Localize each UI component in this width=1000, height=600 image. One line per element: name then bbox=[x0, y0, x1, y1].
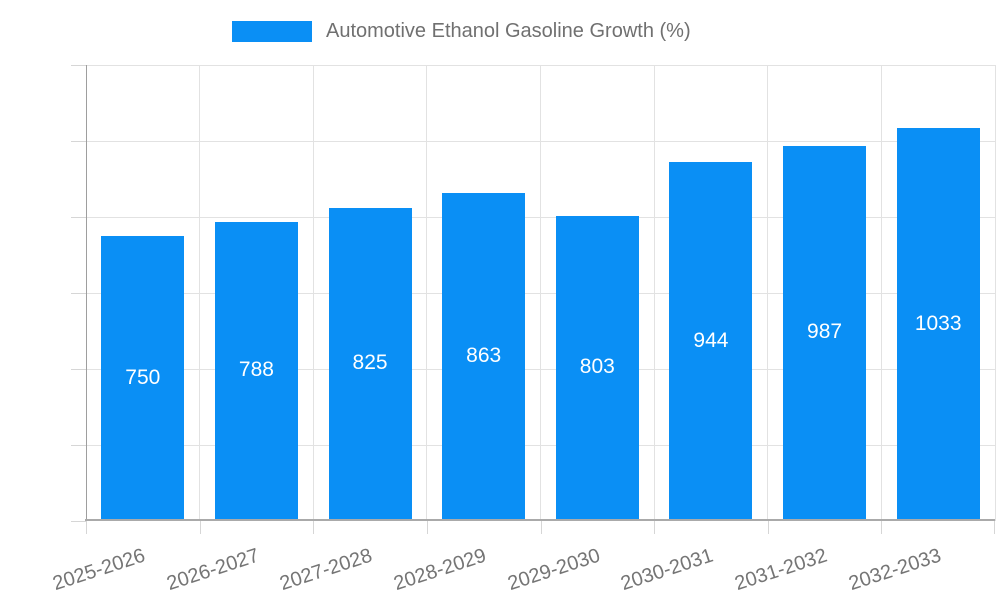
x-axis-category-label: 2027-2028 bbox=[277, 544, 376, 596]
bar-value-label: 750 bbox=[125, 365, 161, 389]
bar-2026-2027[interactable]: 788 bbox=[214, 221, 298, 521]
y-axis-tick bbox=[71, 140, 86, 142]
x-axis-tick bbox=[881, 521, 883, 534]
x-axis-tick bbox=[654, 521, 656, 534]
bar-2032-2033[interactable]: 1033 bbox=[896, 128, 980, 521]
v-gridline bbox=[312, 65, 314, 521]
y-axis-tick bbox=[71, 444, 86, 446]
bar-2031-2032[interactable]: 987 bbox=[783, 145, 867, 521]
v-gridline bbox=[767, 65, 769, 521]
x-axis-tick bbox=[199, 521, 201, 534]
chart-legend: Automotive Ethanol Gasoline Growth (%) bbox=[232, 19, 691, 43]
y-axis-tick bbox=[71, 292, 86, 294]
v-gridline bbox=[540, 65, 541, 521]
x-axis-tick bbox=[540, 521, 542, 534]
x-axis-category-label: 2025-2026 bbox=[50, 544, 149, 596]
bar-value-label: 803 bbox=[579, 355, 615, 379]
bar-value-label: 1033 bbox=[914, 311, 962, 335]
v-gridline bbox=[426, 65, 428, 521]
bar-2029-2030[interactable]: 803 bbox=[555, 215, 639, 521]
v-gridline bbox=[653, 65, 655, 521]
y-axis-tick bbox=[71, 368, 86, 370]
x-axis-tick bbox=[313, 521, 315, 534]
x-axis-tick bbox=[994, 521, 995, 534]
bar-value-label: 788 bbox=[238, 358, 274, 382]
y-axis-tick bbox=[71, 216, 86, 218]
bar-2030-2031[interactable]: 944 bbox=[669, 162, 753, 521]
v-gridline bbox=[994, 65, 996, 521]
x-axis-category-label: 2032-2033 bbox=[845, 544, 944, 596]
y-axis-tick bbox=[71, 64, 86, 66]
x-axis-tick bbox=[86, 521, 87, 534]
x-axis-tick bbox=[426, 521, 428, 534]
bar-value-label: 944 bbox=[693, 328, 729, 352]
x-axis-category-label: 2028-2029 bbox=[391, 544, 489, 596]
x-axis-line bbox=[85, 519, 995, 521]
bar-value-label: 825 bbox=[352, 351, 388, 375]
y-axis-line bbox=[86, 65, 87, 521]
x-axis-category-label: 2030-2031 bbox=[618, 544, 717, 596]
bar-2028-2029[interactable]: 863 bbox=[442, 193, 526, 521]
bar-2025-2026[interactable]: 750 bbox=[101, 236, 185, 521]
v-gridline bbox=[880, 65, 882, 521]
bar-2027-2028[interactable]: 825 bbox=[328, 207, 412, 521]
y-axis-tick bbox=[71, 520, 86, 522]
x-axis-tick bbox=[767, 521, 769, 534]
x-axis-category-label: 2029-2030 bbox=[504, 544, 603, 596]
bar-value-label: 863 bbox=[466, 344, 502, 368]
bar-value-label: 987 bbox=[807, 320, 843, 344]
legend-color-swatch bbox=[232, 20, 312, 42]
v-gridline bbox=[199, 65, 201, 521]
x-axis-category-label: 2031-2032 bbox=[732, 544, 830, 596]
x-axis-category-label: 2026-2027 bbox=[163, 544, 262, 596]
legend-series-label: Automotive Ethanol Gasoline Growth (%) bbox=[326, 19, 691, 42]
